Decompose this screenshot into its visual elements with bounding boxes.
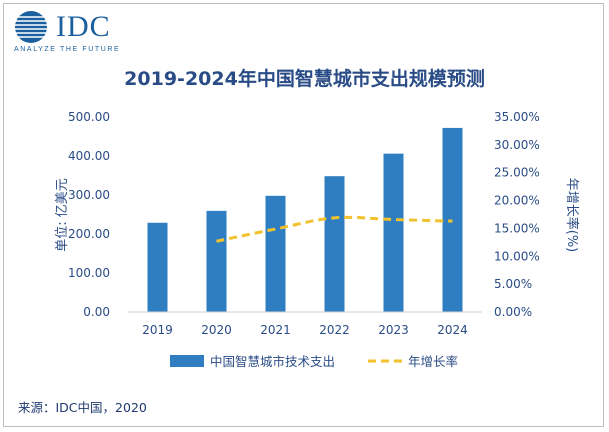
globe-icon	[15, 11, 47, 43]
x-tick-label: 2022	[319, 323, 350, 337]
y-tick-label: 0.00	[83, 305, 110, 319]
legend-line-label: 年增长率	[408, 354, 458, 369]
y2-tick-label: 0.00%	[494, 305, 532, 319]
x-tick-label: 2023	[378, 323, 409, 337]
y2-tick-label: 10.00%	[494, 249, 540, 263]
y-tick-label: 200.00	[68, 227, 110, 241]
y-tick-label: 500.00	[68, 110, 110, 124]
y-axis-label: 单位: 亿美元	[55, 178, 70, 252]
growth-rate-line	[216, 215, 453, 243]
x-tick-label: 2020	[201, 323, 232, 337]
y2-axis-label: 年增长率(%)	[564, 178, 580, 253]
y2-tick-label: 15.00%	[494, 221, 540, 235]
bar	[324, 176, 345, 312]
bar	[383, 153, 404, 312]
y2-tick-label: 30.00%	[494, 138, 540, 152]
y-tick-label: 300.00	[68, 188, 110, 202]
idc-logo: IDC ANALYZE THE FUTURE	[14, 10, 164, 54]
y2-tick-label: 25.00%	[494, 166, 540, 180]
logo-wordmark: IDC	[56, 10, 111, 43]
y-tick-label: 400.00	[68, 149, 110, 163]
legend-bar-swatch	[170, 355, 204, 367]
x-tick-label: 2021	[260, 323, 291, 337]
y-tick-label: 100.00	[68, 266, 110, 280]
x-tick-label: 2024	[437, 323, 468, 337]
y2-tick-label: 5.00%	[494, 277, 532, 291]
legend-bar-label: 中国智慧城市技术支出	[210, 354, 335, 369]
source-note: 来源：IDC中国，2020	[18, 400, 147, 415]
x-tick-label: 2019	[142, 323, 173, 337]
logo-tagline: ANALYZE THE FUTURE	[14, 46, 121, 53]
y2-tick-label: 35.00%	[494, 110, 540, 124]
chart-frame	[3, 3, 604, 427]
bar	[206, 210, 227, 312]
bar	[147, 222, 168, 312]
y2-tick-label: 20.00%	[494, 194, 540, 208]
chart-title: 2019-2024年中国智慧城市支出规模预测	[124, 68, 485, 90]
bar	[265, 195, 286, 312]
